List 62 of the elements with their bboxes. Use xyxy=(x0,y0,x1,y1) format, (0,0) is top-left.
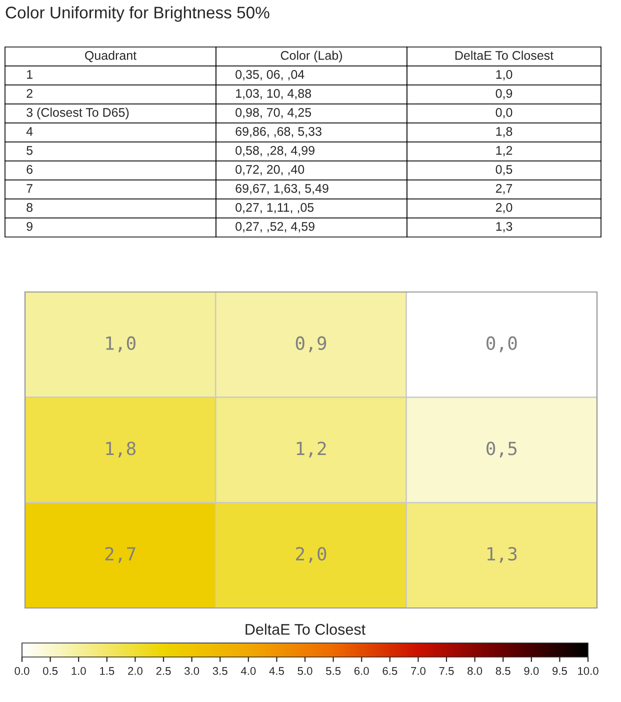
text: 0,0 xyxy=(496,108,512,118)
data-label: 0,9 xyxy=(296,336,326,352)
data-label: 1,2 xyxy=(296,442,326,458)
text: 69,67, 1,63, 5,49 xyxy=(236,184,328,194)
color-bar-label: 5.5 xyxy=(326,667,341,675)
data-label: 0,5 xyxy=(486,442,517,458)
data-label: 2,0 xyxy=(296,546,326,563)
category-label: Quadrant xyxy=(85,50,136,62)
text: 2 xyxy=(26,89,32,98)
text: 9 xyxy=(26,222,32,231)
color-bar-label: 8.5 xyxy=(496,667,510,675)
data-label: 1,8 xyxy=(106,442,136,458)
text: 7 xyxy=(26,184,32,193)
text: 1,2 xyxy=(496,146,512,156)
data-label: 0,0 xyxy=(486,336,517,352)
text: 69,86, ,68, 5,33 xyxy=(236,127,322,138)
color-bar-label: 0.0 xyxy=(14,667,30,675)
text: 1,3 xyxy=(496,222,512,232)
text: 2,7 xyxy=(496,184,512,194)
text: 1,0 xyxy=(496,70,512,80)
color-bar-label: 4.5 xyxy=(269,667,284,675)
color-bar-label: 3.5 xyxy=(212,667,228,675)
color-bar-label: 0.5 xyxy=(43,667,58,675)
color-bar-label: 5.0 xyxy=(298,667,312,675)
color-bar-label: 1.0 xyxy=(72,667,86,675)
color-bar-label: 8.0 xyxy=(468,667,482,675)
color-bar-label: 4.0 xyxy=(240,667,256,675)
color-bar-label: 9.0 xyxy=(524,667,539,675)
text: 0,72, 20, ,40 xyxy=(236,165,304,176)
color-bar-label: 9.5 xyxy=(552,667,567,675)
color-bar-label: 2.0 xyxy=(128,667,142,675)
category-label: DeltaE To Closest xyxy=(455,50,554,60)
color-bar-label: 7.5 xyxy=(439,667,454,675)
text: 4 xyxy=(26,127,33,136)
text: 5 xyxy=(26,146,33,155)
text: 0,58, ,28, 4,99 xyxy=(236,146,314,156)
text: 1,03, 10, 4,88 xyxy=(236,89,312,100)
text: 8 xyxy=(26,203,33,212)
text: 0,9 xyxy=(496,89,512,100)
color-bar-label: 1.5 xyxy=(100,667,114,675)
category-label: Color (Lab) xyxy=(280,50,342,62)
color-bar-title: DeltaE To Closest xyxy=(246,624,366,635)
color-bar-label: 6.0 xyxy=(354,667,369,675)
text: 0,5 xyxy=(496,165,512,176)
color-bar-label: 10.0 xyxy=(578,667,598,675)
text: 1 xyxy=(27,70,32,79)
text: 1,8 xyxy=(496,127,512,138)
text: 2,0 xyxy=(496,203,512,214)
data-label: 1,0 xyxy=(106,336,136,352)
text: 0,98, 70, 4,25 xyxy=(236,108,312,118)
text: Color Uniformity for Brightness 50% xyxy=(6,6,270,22)
data-label: 1,3 xyxy=(488,546,517,563)
text: 0,27, ,52, 4,59 xyxy=(236,222,314,232)
color-bar-label: 7.0 xyxy=(411,667,426,675)
text: 0,27, 1,11, ,05 xyxy=(236,203,314,214)
color-bar-label: 3.0 xyxy=(184,667,200,675)
text: 3 (Closest To D65) xyxy=(26,108,129,120)
color-bar-label: 2.5 xyxy=(156,667,171,675)
color-bar-label: 6.5 xyxy=(382,667,398,675)
text: 0,35, 06, ,04 xyxy=(236,70,304,80)
text: 6 xyxy=(26,165,32,174)
data-label: 2,7 xyxy=(105,546,136,563)
